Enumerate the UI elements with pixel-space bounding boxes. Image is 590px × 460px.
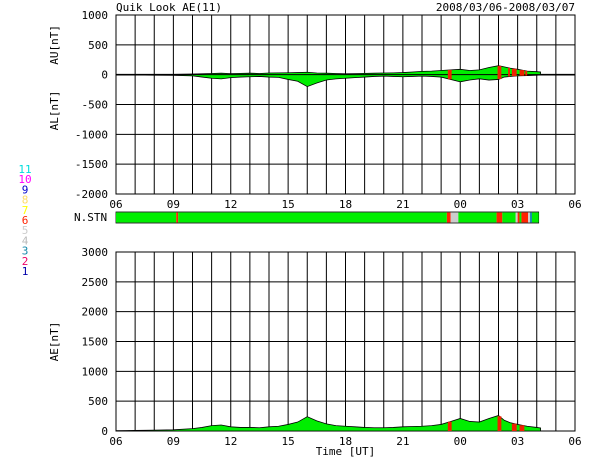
ae-x-tick-label: 12 [224, 435, 237, 448]
station-count-segment [458, 212, 497, 223]
aual-series-al [115, 74, 541, 88]
ae-red-segment [511, 423, 517, 431]
ae-x-tick-label: 15 [282, 435, 295, 448]
ae-red-segment [447, 421, 452, 431]
station-count-legend-item: 5 [22, 224, 29, 237]
station-count-legend-item: 11 [18, 163, 31, 176]
station-count-segment [521, 212, 529, 223]
station-count-segment [515, 212, 518, 223]
ae-y-tick-label: 1000 [82, 365, 109, 378]
ae-y-tick-label: 3000 [82, 246, 109, 259]
aual-y-tick-label: -1000 [75, 128, 108, 141]
figure-title: Quik Look AE(11) [116, 1, 222, 14]
ae-y-tick-label: 1500 [82, 336, 109, 349]
ae-x-tick-label: 06 [568, 435, 581, 448]
ae-x-tick-label: 06 [109, 435, 122, 448]
station-count-segment [496, 212, 503, 223]
aual-x-tick-label: 12 [224, 198, 237, 211]
aual-y-tick-label: -500 [82, 99, 109, 112]
aual-x-tick-label: 21 [396, 198, 409, 211]
aual-x-tick-label: 09 [167, 198, 180, 211]
station-count-segment [531, 212, 539, 223]
station-count-legend-item: 8 [22, 194, 29, 207]
station-count-legend-item: 4 [22, 234, 29, 247]
station-count-legend-item: 6 [22, 214, 29, 227]
aual-red-segment [447, 69, 452, 80]
x-axis-title: Time [UT] [316, 445, 376, 458]
station-count-segment [517, 212, 520, 223]
station-count-legend-item: 10 [18, 173, 31, 186]
station-count-segment [176, 212, 179, 223]
ae-red-segment [519, 425, 525, 431]
station-count-segment [446, 212, 451, 223]
ae-x-tick-label: 03 [511, 435, 524, 448]
al-axis-label: AL[nT] [48, 91, 61, 131]
station-count-legend-item: 7 [22, 204, 29, 217]
station-count-legend-item: 1 [22, 265, 29, 278]
station-count-legend-item: 9 [22, 183, 29, 196]
aual-x-tick-label: 15 [282, 198, 295, 211]
aual-red-segment [511, 68, 517, 77]
aual-x-tick-label: 06 [109, 198, 122, 211]
aual-series-au [115, 65, 541, 76]
ae-red-segment [497, 416, 502, 431]
ae-x-tick-label: 18 [339, 435, 352, 448]
ae-y-tick-label: 2000 [82, 306, 109, 319]
station-count-legend-item: 2 [22, 255, 29, 268]
ae-x-tick-label: 09 [167, 435, 180, 448]
station-count-segment [528, 212, 531, 223]
station-count-label: N.STN [74, 211, 107, 224]
ae-y-tick-label: 0 [101, 425, 108, 438]
station-count-legend-item: 3 [22, 245, 29, 258]
ae-y-tick-label: 2500 [82, 276, 109, 289]
au-axis-label: AU[nT] [48, 25, 61, 65]
aual-y-tick-label: -1500 [75, 158, 108, 171]
station-count-segment [116, 212, 177, 223]
station-count-segment [178, 212, 447, 223]
station-count-segment [502, 212, 516, 223]
aual-x-tick-label: 03 [511, 198, 524, 211]
station-count-panel: N.STN [74, 211, 540, 224]
station-count-segment [530, 212, 532, 223]
ae-x-tick-label: 21 [396, 435, 409, 448]
aual-red-segment [519, 70, 525, 76]
aual-red-segment [497, 65, 502, 80]
aual-red-segment [508, 67, 510, 77]
aual-y-tick-label: -2000 [75, 188, 108, 201]
aual-y-tick-label: 500 [88, 39, 108, 52]
station-count-segment [450, 212, 459, 223]
aual-y-tick-label: 0 [101, 69, 108, 82]
ae-series-ae [115, 415, 541, 432]
station-count-segment [519, 212, 522, 223]
date-range: 2008/03/06-2008/03/07 [436, 1, 575, 14]
aual-red-segment [525, 70, 528, 76]
ae-axis-label: AE[nT] [48, 322, 61, 362]
ae-y-tick-label: 500 [88, 395, 108, 408]
aual-y-tick-label: 1000 [82, 9, 109, 22]
aual-x-tick-label: 18 [339, 198, 352, 211]
aual-x-tick-label: 00 [454, 198, 467, 211]
aual-x-tick-label: 06 [568, 198, 581, 211]
ae-x-tick-label: 00 [454, 435, 467, 448]
